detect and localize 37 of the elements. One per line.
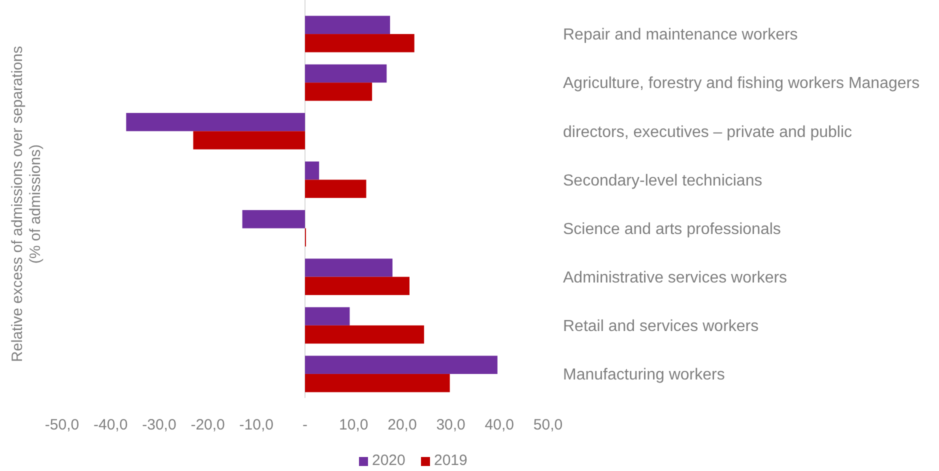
y-tick-label: Secondary-level technicians — [563, 172, 762, 190]
bar — [305, 276, 410, 296]
legend-label: 2019 — [434, 452, 468, 469]
x-tick-label: 50,0 — [533, 416, 563, 434]
bar — [305, 374, 450, 392]
bar — [305, 16, 390, 34]
x-tick-label: -30,0 — [142, 416, 176, 434]
y-tick-label: Retail and services workers — [563, 318, 759, 335]
y-tick-label: directors, executives – private and public — [563, 124, 852, 141]
x-tick-label: 30,0 — [436, 416, 466, 434]
x-tick-label: -10,0 — [239, 416, 274, 434]
bar — [305, 82, 372, 101]
bar — [305, 34, 414, 52]
bar — [305, 180, 366, 198]
bar — [305, 64, 387, 83]
x-tick-label: -50,0 — [44, 416, 80, 434]
bar — [305, 258, 392, 277]
bar — [126, 112, 305, 132]
y-tick-label: Agriculture, forestry and fishing workers Managers — [563, 75, 920, 92]
bar — [305, 325, 424, 344]
bar — [305, 162, 320, 180]
x-tick-label: -40,0 — [94, 416, 128, 434]
y-axis-title: Relative excess of admissions over separations (% of admissions) — [9, 46, 44, 362]
x-tick-label: 40,0 — [484, 416, 514, 434]
x-tick-label: -20,0 — [190, 416, 225, 434]
bar — [193, 131, 305, 150]
y-tick-label: Repair and maintenance workers — [563, 26, 798, 44]
x-tick-label: 10,0 — [339, 416, 368, 434]
x-tick-label: - — [302, 416, 308, 434]
y-tick-label: Science and arts professionals — [563, 220, 781, 238]
y-tick-label: Manufacturing workers — [563, 366, 725, 384]
legend-label: 2020 — [372, 452, 406, 469]
bar — [305, 356, 498, 374]
bar — [242, 210, 305, 228]
x-tick-label: 20,0 — [388, 416, 417, 434]
y-tick-label: Administrative services workers — [563, 269, 788, 286]
bar — [305, 307, 350, 326]
